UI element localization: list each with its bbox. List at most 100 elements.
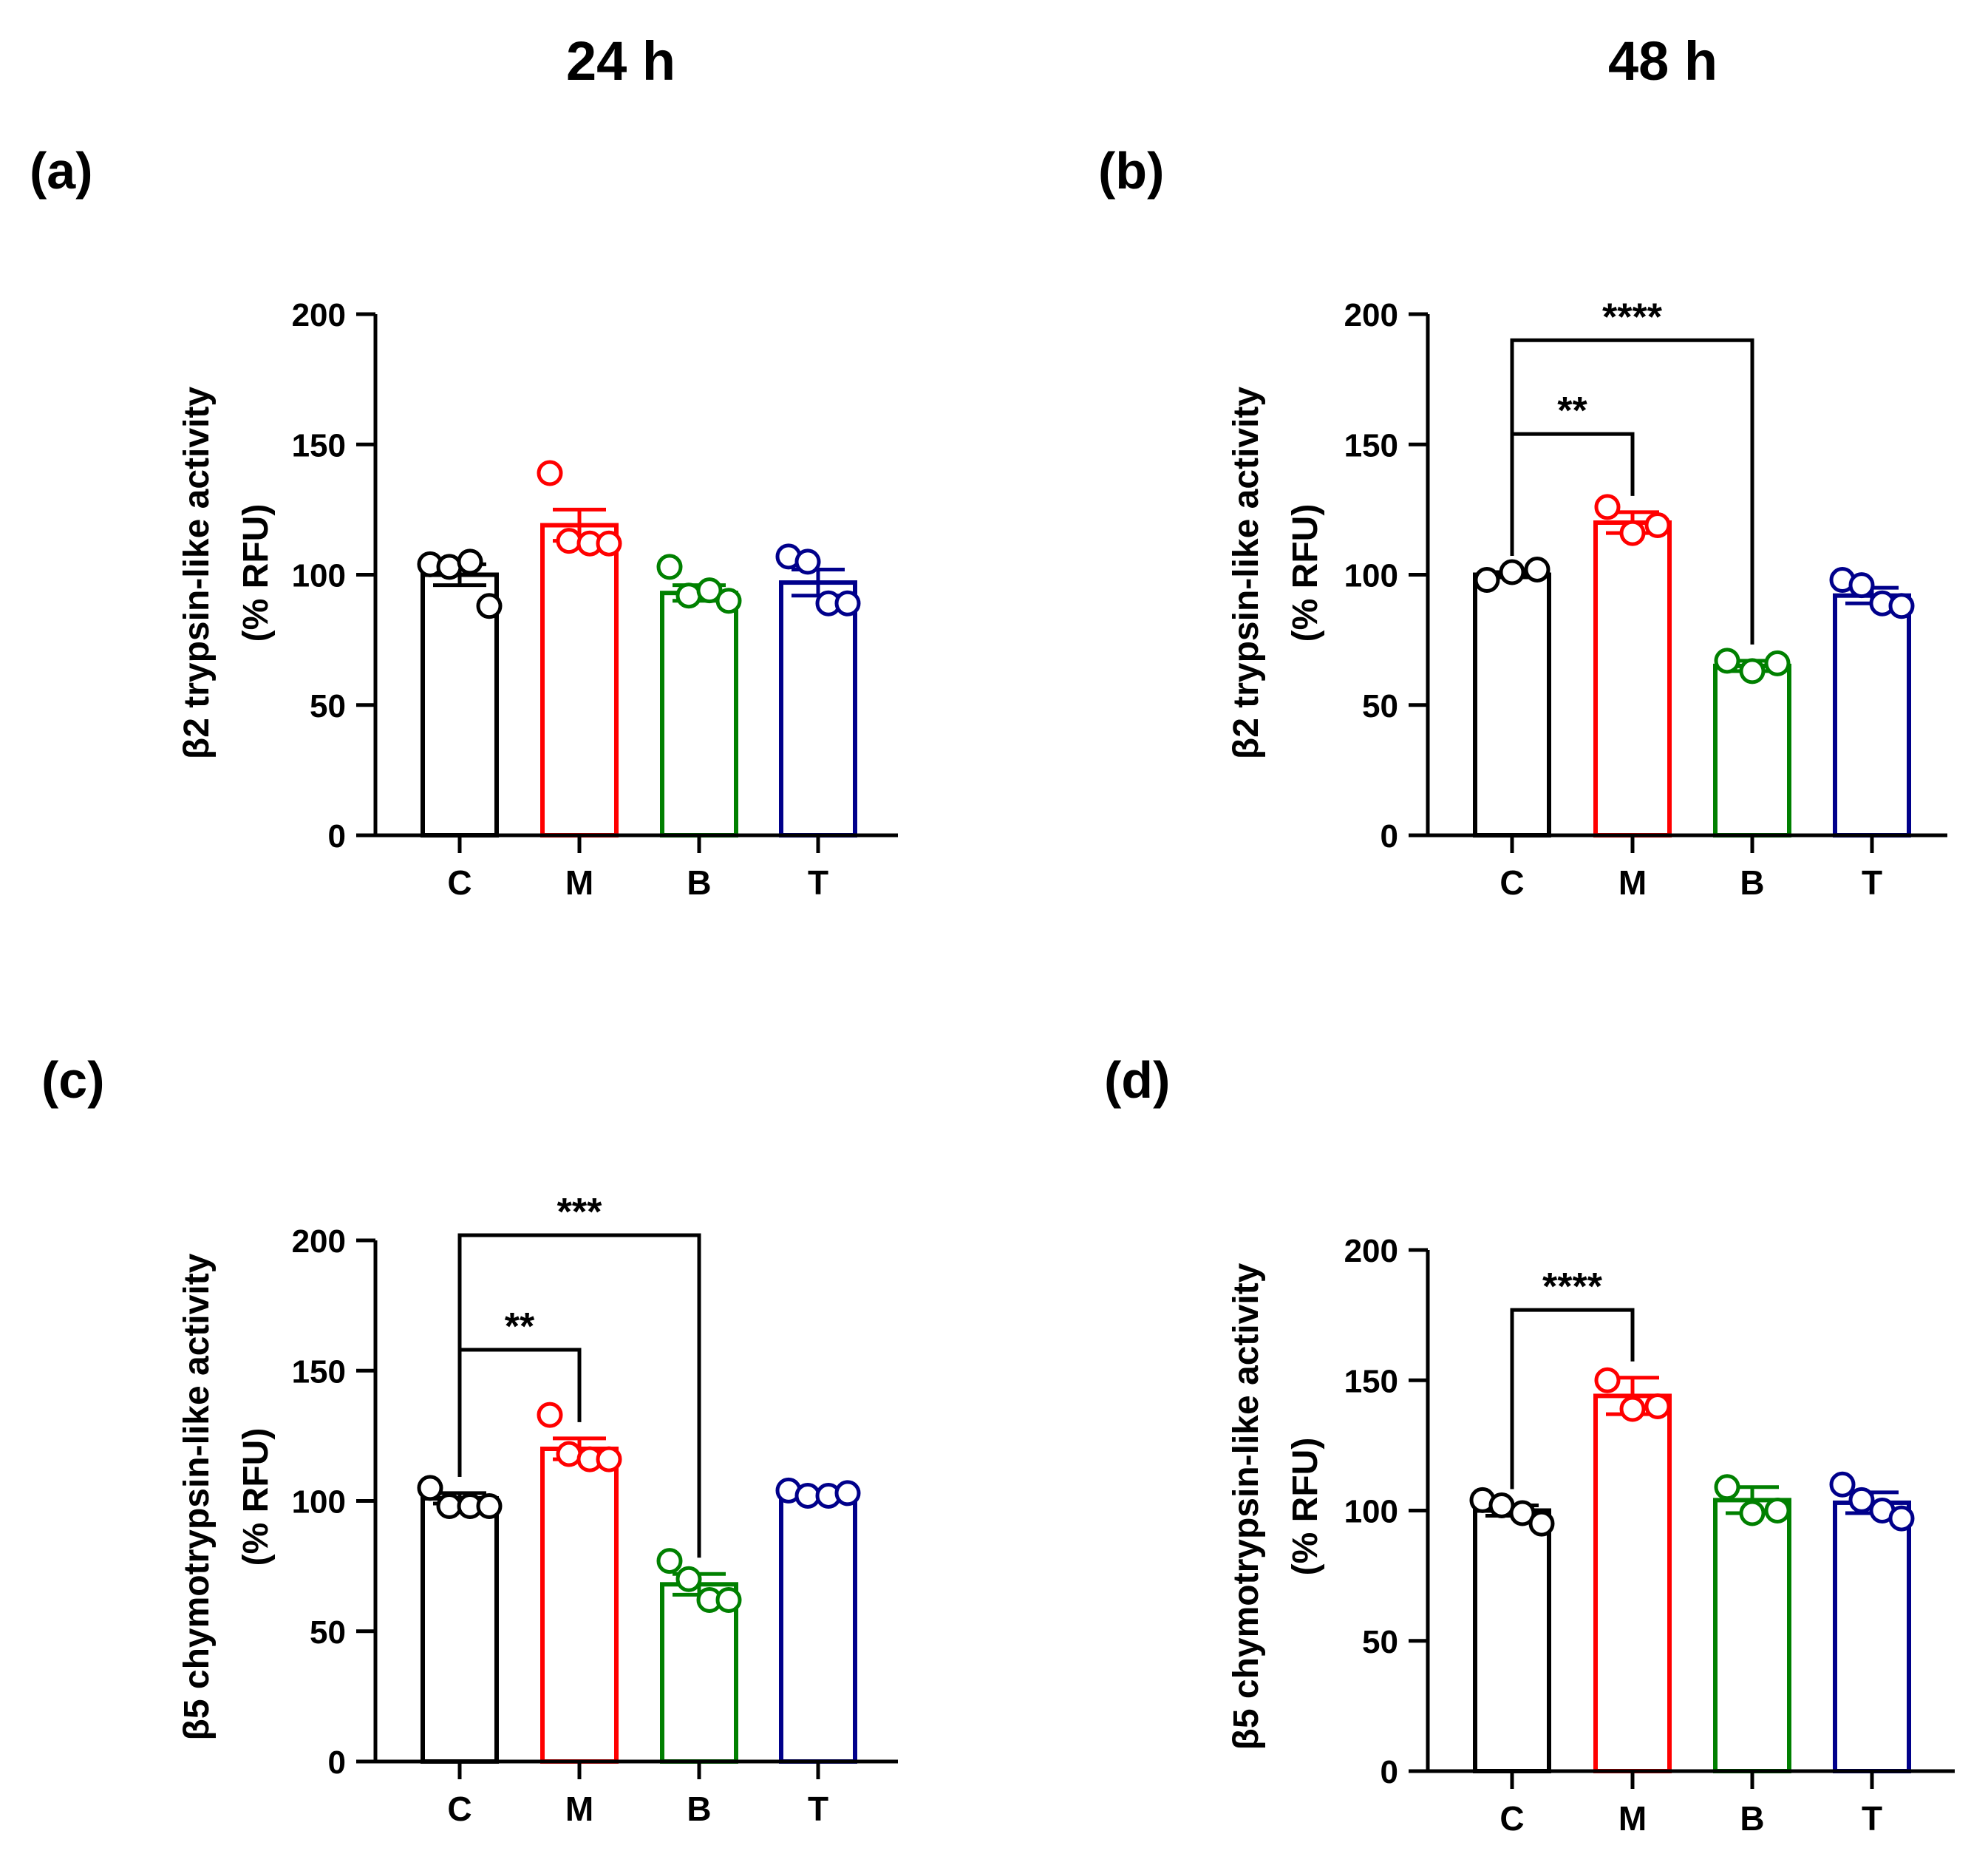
x-tick-label-M: M bbox=[565, 863, 593, 902]
y-tick-label: 0 bbox=[328, 1745, 346, 1781]
y-tick-label: 150 bbox=[292, 1353, 346, 1390]
plot-panel-a: 0 50 100 150 200 C M B T bbox=[292, 297, 898, 902]
data-point-B bbox=[715, 1586, 742, 1613]
data-point-C bbox=[1499, 559, 1525, 585]
y-tick-label: 100 bbox=[292, 1484, 346, 1521]
bar-B bbox=[1713, 663, 1791, 838]
bar-C bbox=[1473, 572, 1551, 838]
data-point-T bbox=[1888, 593, 1915, 619]
x-tick-label-C: C bbox=[447, 863, 472, 902]
y-tick-label: 200 bbox=[292, 1223, 346, 1260]
data-point-B bbox=[675, 582, 702, 609]
significance-label: **** bbox=[1542, 1266, 1603, 1308]
data-point-M bbox=[1594, 1367, 1621, 1393]
data-point-C bbox=[417, 1475, 443, 1501]
data-point-B bbox=[715, 588, 742, 614]
significance-label: ** bbox=[1557, 390, 1587, 432]
col-title-24h: 24 h bbox=[566, 30, 675, 92]
data-point-C bbox=[476, 593, 503, 619]
data-point-T bbox=[834, 590, 861, 616]
data-point-M bbox=[537, 460, 563, 486]
y-tick-label: 150 bbox=[1344, 1363, 1398, 1399]
x-tick-label-B: B bbox=[687, 1790, 711, 1828]
bar-T bbox=[779, 580, 857, 838]
x-tick-label-C: C bbox=[447, 1790, 472, 1828]
ylabel-a-line2: (% RFU) bbox=[236, 504, 276, 642]
significance-bracket bbox=[1510, 338, 1754, 645]
data-point-T bbox=[794, 548, 821, 575]
data-point-T bbox=[1829, 1471, 1856, 1498]
ylabel-a-line1: β2 trypsin-like activity bbox=[177, 387, 217, 759]
y-tick-label: 100 bbox=[1344, 558, 1398, 594]
significance-bracket bbox=[457, 1233, 701, 1558]
ylabel-b-line2: (% RFU) bbox=[1286, 504, 1325, 642]
bar-T bbox=[1833, 1500, 1911, 1774]
bar-C bbox=[421, 1495, 499, 1764]
y-tick-label: 50 bbox=[1362, 688, 1398, 724]
data-point-M bbox=[1619, 520, 1646, 546]
data-point-C bbox=[1509, 1500, 1536, 1526]
data-point-B bbox=[1764, 1498, 1791, 1523]
x-tick-label-T: T bbox=[1862, 863, 1882, 902]
bar-C bbox=[1473, 1508, 1551, 1773]
bar-M bbox=[1593, 520, 1672, 838]
data-point-B bbox=[675, 1566, 702, 1592]
data-point-M bbox=[1644, 512, 1671, 539]
bar-T bbox=[1833, 593, 1911, 838]
bar-M bbox=[540, 1447, 619, 1764]
plot-panel-d: 0 50 100 150 200 C M B T **** bbox=[1344, 1233, 1955, 1838]
y-tick-label: 100 bbox=[1344, 1494, 1398, 1530]
data-point-T bbox=[1848, 572, 1875, 599]
significance-label: ** bbox=[505, 1305, 535, 1348]
x-tick-label-C: C bbox=[1499, 1799, 1524, 1838]
data-point-T bbox=[1848, 1487, 1875, 1513]
y-tick-label: 50 bbox=[310, 1614, 346, 1651]
data-point-M bbox=[556, 1441, 582, 1467]
y-tick-label: 0 bbox=[1381, 1754, 1398, 1790]
y-tick-label: 150 bbox=[1344, 427, 1398, 463]
panel-label-c: (c) bbox=[41, 1051, 105, 1109]
data-point-M bbox=[1619, 1396, 1646, 1422]
data-point-B bbox=[656, 1548, 683, 1574]
y-tick-label: 200 bbox=[292, 297, 346, 333]
x-tick-label-T: T bbox=[808, 1790, 828, 1828]
y-tick-label: 0 bbox=[328, 818, 346, 855]
data-point-B bbox=[1714, 1474, 1740, 1501]
ylabel-d-line1: β5 chymotrypsin-like activity bbox=[1227, 1263, 1266, 1750]
significance-label: **** bbox=[1602, 296, 1663, 339]
data-point-M bbox=[537, 1402, 563, 1428]
data-point-M bbox=[596, 530, 622, 557]
data-point-C bbox=[1474, 567, 1500, 594]
panel-label-d: (d) bbox=[1104, 1051, 1170, 1109]
ylabel-d-line2: (% RFU) bbox=[1286, 1438, 1325, 1576]
x-tick-label-T: T bbox=[1862, 1799, 1882, 1838]
data-point-M bbox=[1594, 494, 1621, 520]
data-point-C bbox=[436, 554, 463, 580]
bar-M bbox=[540, 523, 619, 838]
x-tick-label-B: B bbox=[1740, 1799, 1764, 1838]
significance-bracket bbox=[1510, 432, 1635, 556]
bar-B bbox=[1713, 1498, 1791, 1774]
x-tick-label-C: C bbox=[1499, 863, 1524, 902]
data-point-C bbox=[1528, 1510, 1555, 1537]
y-tick-label: 50 bbox=[1362, 1624, 1398, 1660]
panel-label-b: (b) bbox=[1098, 142, 1164, 200]
bar-B bbox=[660, 591, 738, 838]
data-point-B bbox=[1739, 1500, 1766, 1526]
significance-label: *** bbox=[557, 1191, 602, 1234]
y-tick-label: 150 bbox=[292, 427, 346, 463]
data-point-B bbox=[1714, 648, 1740, 674]
data-point-T bbox=[834, 1480, 861, 1506]
y-tick-label: 100 bbox=[292, 558, 346, 594]
x-tick-label-B: B bbox=[687, 863, 711, 902]
y-tick-label: 50 bbox=[310, 688, 346, 724]
data-point-M bbox=[1644, 1393, 1671, 1419]
data-point-B bbox=[696, 577, 723, 604]
data-point-M bbox=[556, 528, 582, 554]
x-tick-label-T: T bbox=[808, 863, 828, 902]
data-point-B bbox=[1764, 650, 1791, 676]
data-point-M bbox=[596, 1446, 622, 1472]
